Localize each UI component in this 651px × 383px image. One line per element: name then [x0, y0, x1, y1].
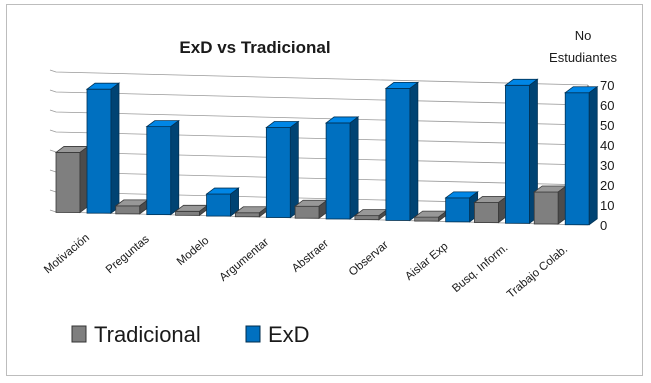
gridline	[49, 69, 589, 86]
bar-exd-4	[265, 120, 300, 219]
x-tick-label: Trabajo Colab.	[505, 243, 570, 300]
legend-swatch	[71, 325, 87, 343]
bar-exd-9	[564, 85, 599, 226]
y-tick-label: 40	[600, 138, 614, 153]
bars	[54, 78, 599, 226]
bar-exd-1	[85, 82, 121, 214]
bar-exd-5	[324, 116, 360, 220]
y-tick-label: 30	[600, 158, 614, 173]
bar-exd-3	[205, 187, 240, 217]
bar-tradicional-5	[293, 199, 329, 220]
bar-tradicional-4	[234, 205, 269, 218]
y-axis-label-line2: Estudiantes	[549, 50, 617, 65]
bar-tradicional-9	[533, 185, 568, 225]
x-tick-label: Abstraer	[290, 238, 331, 275]
bar-tradicional-7	[413, 210, 448, 222]
y-tick-label: 10	[600, 198, 614, 213]
x-tick-label: Argumentar	[218, 236, 272, 284]
legend: Tradicional ExD	[71, 322, 310, 347]
bar-tradicional-8	[473, 195, 508, 224]
x-tick-labels: Motivación Preguntas Modelo Argumentar Abstr…	[42, 232, 570, 301]
bar-exd-6	[384, 81, 420, 222]
x-tick-label: Modelo	[175, 235, 212, 268]
y-tick-label: 60	[600, 98, 614, 113]
legend-item-exd: ExD	[245, 322, 310, 347]
legend-item-tradicional: Tradicional	[71, 322, 201, 347]
x-tick-label: Preguntas	[104, 233, 152, 276]
y-tick-labels: 0 10 20 30 40 50 60 70	[600, 78, 614, 233]
bar-exd-7	[444, 191, 479, 223]
bar-tradicional-6	[353, 208, 389, 221]
x-tick-label: Motivación	[42, 232, 92, 277]
x-tick-label: Observar	[347, 239, 391, 279]
y-tick-label: 70	[600, 78, 614, 93]
y-axis-label-line1: No	[575, 28, 592, 43]
y-tick-label: 20	[600, 178, 614, 193]
chart-title: ExD vs Tradicional	[179, 38, 330, 57]
x-tick-label: Busq. Inform.	[450, 242, 510, 295]
x-tick-label: Aislar Exp	[403, 240, 450, 282]
y-tick-label: 50	[600, 118, 614, 133]
legend-swatch	[245, 325, 261, 343]
legend-label: ExD	[268, 322, 310, 347]
bar-exd-2	[145, 119, 180, 216]
legend-label: Tradicional	[94, 322, 201, 347]
bar-tradicional-1	[54, 145, 90, 214]
bar-tradicional-2	[114, 199, 149, 215]
bar-exd-8	[504, 78, 539, 225]
bar-tradicional-3	[174, 204, 209, 217]
y-tick-label: 0	[600, 218, 607, 233]
